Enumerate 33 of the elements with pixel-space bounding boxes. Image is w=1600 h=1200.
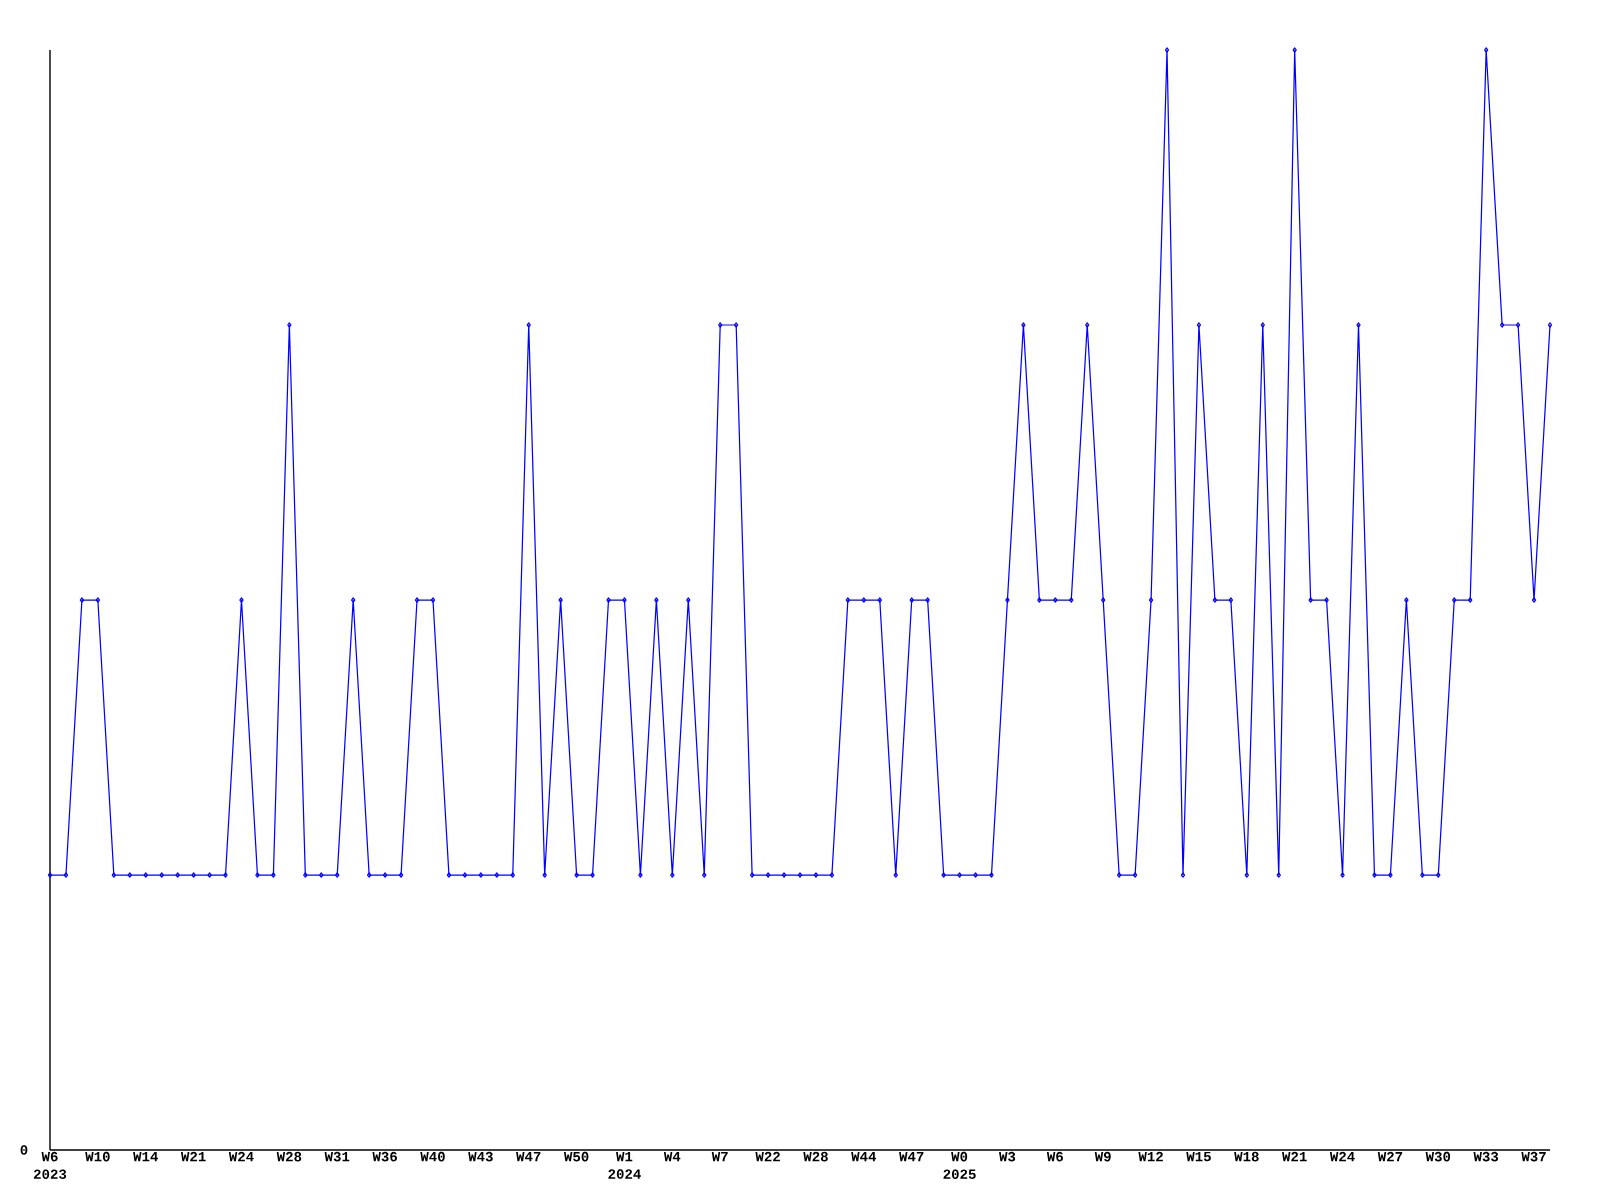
x-tick-label: W40: [420, 1151, 445, 1162]
x-tick-label: W30: [1425, 1151, 1451, 1162]
x-tick-label: W24: [228, 1151, 254, 1162]
x-tick-label: W12: [1138, 1151, 1163, 1162]
x-tick-label: W18: [1234, 1151, 1259, 1162]
x-tick-label: W4: [663, 1151, 681, 1162]
x-tick-label: W22: [755, 1151, 780, 1162]
x-tick-label: W7: [711, 1151, 728, 1162]
x-tick-label: W47: [516, 1151, 541, 1162]
x-tick-label: W44: [851, 1151, 877, 1162]
x-tick-label: W9: [1094, 1151, 1111, 1162]
x-tick-label: W31: [324, 1151, 350, 1162]
x-tick-label: W6 2023: [33, 1151, 67, 1180]
x-tick-label: W43: [468, 1151, 493, 1162]
text: 0: [20, 1145, 28, 1155]
x-tick-label: W36: [372, 1151, 397, 1162]
x-tick-label: W14: [133, 1151, 158, 1162]
x-tick-label: W21: [180, 1151, 206, 1162]
x-tick-label: W28: [276, 1151, 302, 1162]
x-tick-label: W15: [1186, 1151, 1211, 1162]
x-tick-label: W0 2025: [943, 1151, 976, 1179]
x-tick-label: W50: [563, 1151, 589, 1162]
x-tick-label: W3: [999, 1151, 1016, 1162]
x-tick-label: W28: [803, 1151, 828, 1162]
x-tick-label: W1 2024: [608, 1151, 641, 1179]
x-tick-label: W27: [1377, 1151, 1403, 1162]
x-tick-label: W21: [1282, 1151, 1307, 1162]
x-tick-label: W10: [85, 1151, 110, 1162]
x-tick-label: W33: [1473, 1151, 1499, 1162]
x-tick-label: W47: [899, 1151, 924, 1162]
x-tick-label: W6: [1046, 1151, 1063, 1162]
x-tick-label: W37: [1521, 1151, 1546, 1162]
x-tick-label: W24: [1329, 1151, 1355, 1162]
